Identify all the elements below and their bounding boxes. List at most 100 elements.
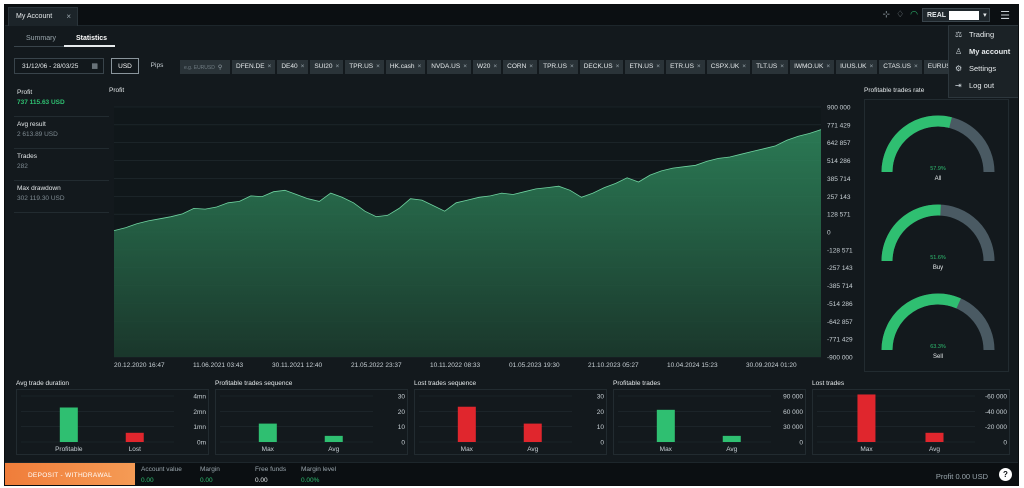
symbol-chip-label: CORN: [507, 63, 527, 70]
y-tick-label: 0m: [197, 440, 206, 447]
x-tick-label: Max: [660, 446, 673, 453]
calendar-icon: ▦: [91, 63, 98, 70]
gauge-label: Buy: [933, 265, 943, 271]
date-range-value: 31/12/06 - 28/03/25: [22, 63, 79, 70]
mini-chart-svg: -60 000 -40 000 -20 000 0 Max Avg: [817, 394, 1007, 453]
bar: [457, 406, 476, 442]
tab-statistics[interactable]: Statistics: [63, 33, 116, 47]
symbol-chip[interactable]: NVDA.US ×: [427, 60, 471, 74]
remove-symbol-icon[interactable]: ×: [615, 63, 620, 70]
symbol-search-input[interactable]: e.g. EURUSD ⚲: [180, 60, 230, 74]
help-button[interactable]: ?: [999, 468, 1012, 481]
y-tick-label: 1mn: [193, 424, 206, 431]
deposit-withdrawal-button[interactable]: DEPOSIT - WITHDRAWAL: [5, 463, 135, 485]
bar: [523, 423, 542, 442]
symbol-chip[interactable]: TPR.US ×: [539, 60, 578, 74]
remove-symbol-icon[interactable]: ×: [267, 63, 272, 70]
y-tick-label: 514 286: [827, 158, 851, 165]
footer-label: Margin level: [301, 466, 337, 473]
profit-chart-title: Profit: [109, 87, 125, 94]
remove-symbol-icon[interactable]: ×: [913, 63, 918, 70]
y-tick-label: -385 714: [827, 283, 853, 290]
bell-icon[interactable]: ♢: [896, 9, 905, 19]
stat-item: Max drawdown 302 119.30 USD: [14, 181, 109, 213]
y-tick-label: 128 571: [827, 212, 851, 219]
symbol-chip-label: EURUSD: [927, 63, 956, 70]
y-tick-label: 385 714: [827, 176, 851, 183]
symbol-chip-label: DECK.US: [583, 63, 613, 70]
remove-symbol-icon[interactable]: ×: [742, 63, 747, 70]
chart-box: 4mn 2mn 1mn 0m Profitable Lost: [16, 389, 209, 455]
symbol-chip[interactable]: CTAS.US ×: [879, 60, 922, 74]
network-icon[interactable]: ⊹: [882, 9, 891, 19]
margin-level: Margin level 0.00%: [301, 466, 336, 484]
gauges-title: Profitable trades rate: [864, 87, 925, 94]
y-tick-label: 0: [401, 440, 405, 447]
footer-label: Free funds: [255, 466, 287, 473]
symbol-chip[interactable]: DFEN.DE ×: [232, 60, 276, 74]
logout-icon: ⇥: [955, 81, 962, 90]
symbol-chip[interactable]: DECK.US ×: [579, 60, 624, 74]
symbol-chip[interactable]: TLT.US ×: [752, 60, 789, 74]
remove-symbol-icon[interactable]: ×: [493, 63, 498, 70]
chart-box: 30 20 10 0 Max Avg: [414, 389, 607, 455]
symbol-chip[interactable]: IUUS.UK ×: [836, 60, 878, 74]
pips-toggle[interactable]: Pips: [150, 62, 164, 69]
gauge-fill: [881, 293, 961, 351]
gauges-svg: 57.9% All 51.6% Buy 63.3% Sell: [881, 115, 995, 360]
gear-icon: ⚙: [955, 64, 963, 73]
remove-symbol-icon[interactable]: ×: [696, 63, 701, 70]
symbol-chip[interactable]: IWMO.UK ×: [790, 60, 835, 74]
y-tick-label: -900 000: [827, 355, 853, 362]
remove-symbol-icon[interactable]: ×: [300, 63, 305, 70]
mini-chart-svg: 30 20 10 0 Max Avg: [419, 394, 604, 453]
symbol-chip[interactable]: CSPX.UK ×: [706, 60, 751, 74]
remove-symbol-icon[interactable]: ×: [569, 63, 574, 70]
remove-symbol-icon[interactable]: ×: [463, 63, 467, 70]
remove-symbol-icon[interactable]: ×: [529, 63, 534, 70]
menu-item-logout[interactable]: ⇥ Log out: [949, 77, 1018, 94]
menu-icon[interactable]: ☰: [1000, 10, 1010, 22]
mini-chart-svg: 90 000 60 000 30 000 0 Max Avg: [618, 394, 803, 453]
remove-symbol-icon[interactable]: ×: [335, 63, 340, 70]
account-selector[interactable]: REAL ▾: [922, 8, 990, 22]
x-tick-label: Max: [860, 446, 873, 453]
remove-symbol-icon[interactable]: ×: [656, 63, 661, 70]
symbol-chip-label: W20: [476, 63, 491, 70]
remove-symbol-icon[interactable]: ×: [417, 63, 422, 70]
symbol-chip[interactable]: W20 ×: [472, 60, 502, 74]
y-tick-label: 2mn: [193, 409, 206, 416]
tab-my-account[interactable]: My Account ×: [8, 7, 78, 26]
symbol-chip[interactable]: ETN.US ×: [625, 60, 665, 74]
symbol-chip[interactable]: TPR.US ×: [345, 60, 384, 74]
date-range-picker[interactable]: 31/12/06 - 28/03/25 ▦: [14, 58, 104, 74]
remove-symbol-icon[interactable]: ×: [869, 63, 874, 70]
x-tick-label: Avg: [929, 446, 940, 453]
gauge-label: Sell: [933, 354, 943, 360]
chart-title: Profitable trades sequence: [215, 380, 293, 387]
symbol-chip[interactable]: SUI20 ×: [310, 60, 344, 74]
menu-item-my-account[interactable]: ♙ My account: [949, 43, 1018, 60]
y-tick-label: 0: [799, 440, 803, 447]
symbol-chip[interactable]: ETR.US ×: [666, 60, 705, 74]
bar: [925, 432, 944, 442]
symbol-chip-label: DFEN.DE: [236, 63, 265, 70]
lost-trades-sequence-chart: Lost trades sequence 30 20 10 0 Max Avg: [414, 380, 607, 456]
gauge-value: 51.6%: [930, 255, 946, 261]
remove-symbol-icon[interactable]: ×: [826, 63, 831, 70]
remove-symbol-icon[interactable]: ×: [376, 63, 380, 70]
symbol-chip[interactable]: DE40 ×: [277, 60, 309, 74]
gauge-fill: [881, 115, 952, 173]
x-tick-label: Lost: [129, 446, 141, 453]
menu-item-trading[interactable]: ⚖ Trading: [949, 26, 1018, 43]
usd-toggle[interactable]: USD: [111, 58, 139, 74]
tab-summary[interactable]: Summary: [14, 33, 64, 47]
symbol-chip[interactable]: HK.cash ×: [385, 60, 426, 74]
menu-item-settings[interactable]: ⚙ Settings: [949, 60, 1018, 77]
user-icon: ♙: [955, 47, 963, 56]
remove-symbol-icon[interactable]: ×: [780, 63, 785, 70]
symbol-chip-label: TPR.US: [543, 63, 567, 70]
symbol-chip[interactable]: CORN ×: [503, 60, 538, 74]
close-icon[interactable]: ×: [66, 12, 71, 21]
bar: [59, 407, 78, 442]
